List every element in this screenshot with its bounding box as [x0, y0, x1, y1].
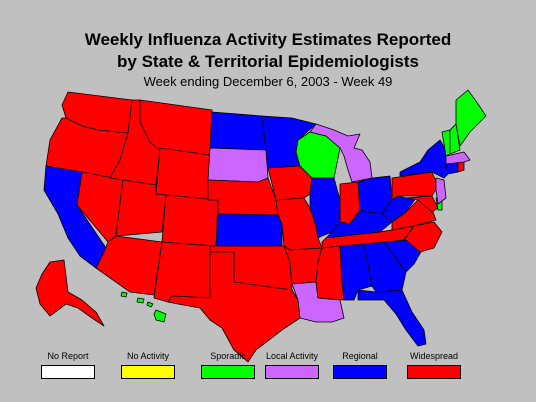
- state-NM: [153, 241, 213, 303]
- state-IL: [309, 177, 341, 239]
- legend-swatch: [121, 365, 175, 379]
- map-title-line2: by State & Territorial Epidemiologists: [117, 52, 419, 71]
- map-title: Weekly Influenza Activity Estimates Repo…: [84, 30, 452, 49]
- map-subtitle: Week ending December 6, 2003 - Week 49: [143, 74, 393, 89]
- state-NH: [449, 123, 461, 155]
- state-AZ: [95, 235, 163, 296]
- legend-label: Regional: [342, 351, 378, 361]
- legend-label: Sporadic: [210, 351, 246, 361]
- state-VA: [391, 199, 437, 231]
- state-TX: [167, 251, 301, 363]
- legend-swatch: [201, 365, 255, 379]
- legend-swatch: [407, 365, 461, 379]
- state-MS: [315, 245, 345, 301]
- state-NC: [389, 221, 443, 253]
- state-ME: [455, 89, 487, 147]
- state-FL: [357, 289, 427, 347]
- legend-item-sporadic: Sporadic: [198, 351, 258, 379]
- legend-swatch: [265, 365, 319, 379]
- state-MA: [445, 151, 471, 165]
- state-CO: [161, 194, 219, 247]
- legend-swatch: [333, 365, 387, 379]
- state-WY: [155, 147, 211, 201]
- legend-item-widespread: Widespread: [404, 351, 464, 379]
- legend-label: Widespread: [409, 351, 459, 361]
- state-MD: [405, 195, 439, 213]
- legend-item-no-report: No Report: [38, 351, 98, 379]
- legend-label: No Activity: [126, 351, 169, 361]
- legend-swatch: [41, 365, 95, 379]
- state-MT: [139, 99, 213, 156]
- state-SD: [207, 147, 269, 183]
- legend-label: No Report: [47, 351, 89, 361]
- state-NE: [207, 177, 279, 216]
- state-HI: [120, 291, 167, 323]
- map-legend: No Report No Activity Sporadic Local Act…: [0, 351, 536, 381]
- state-ND: [209, 111, 267, 151]
- legend-item-local-activity: Local Activity: [262, 351, 322, 379]
- state-AK: [35, 259, 105, 327]
- state-NJ: [435, 177, 447, 205]
- legend-item-no-activity: No Activity: [118, 351, 178, 379]
- state-RI: [457, 161, 465, 173]
- state-NY: [399, 139, 451, 179]
- legend-label: Local Activity: [265, 351, 319, 361]
- legend-item-regional: Regional: [330, 351, 390, 379]
- state-KS: [215, 213, 283, 247]
